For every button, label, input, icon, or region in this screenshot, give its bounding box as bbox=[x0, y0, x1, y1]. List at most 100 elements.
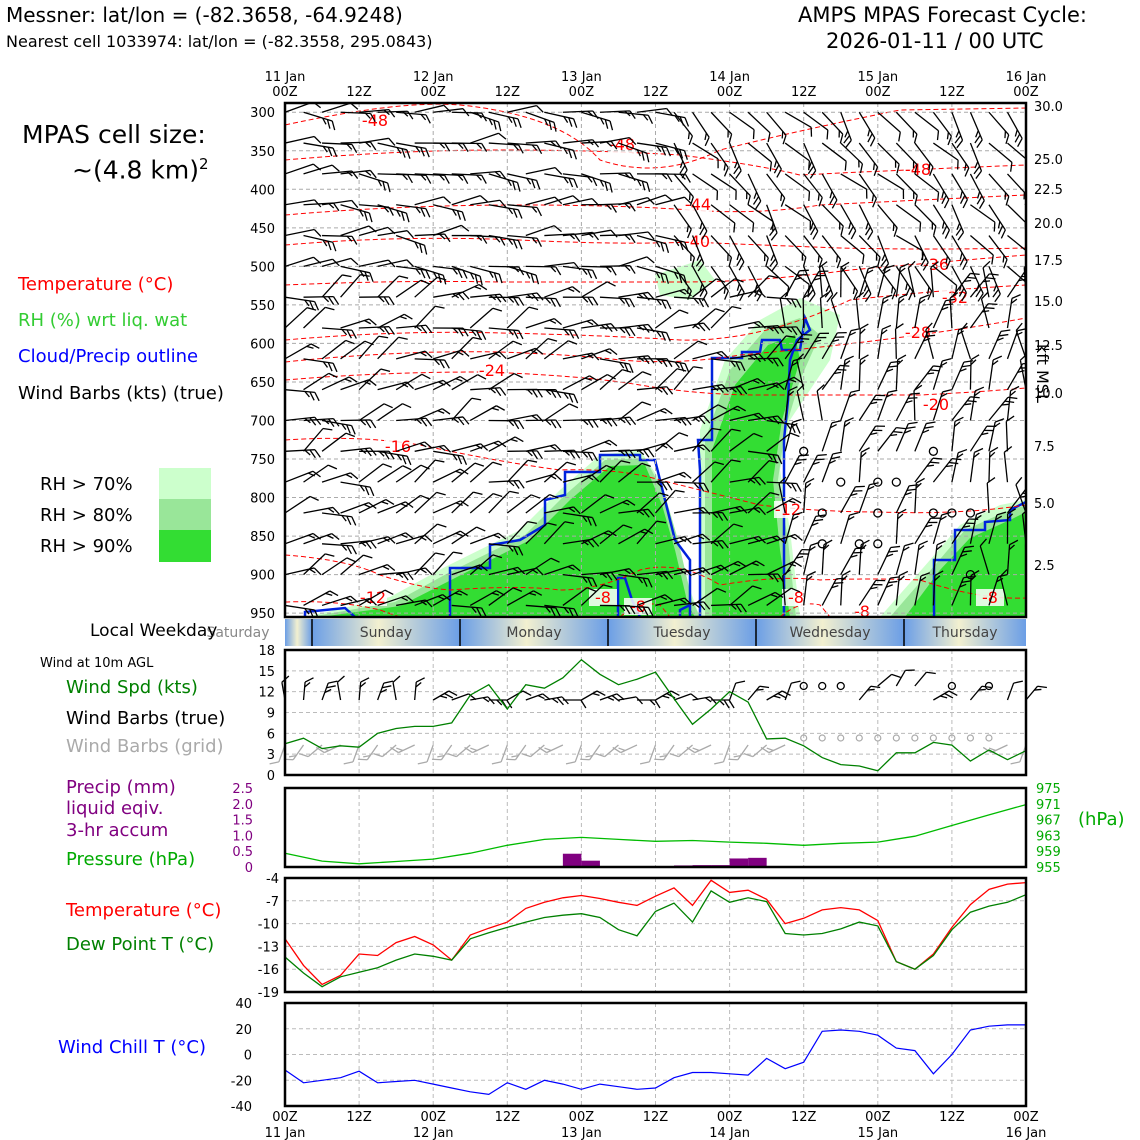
cs-wind-barb-220-flag-0 bbox=[533, 590, 543, 596]
cs-wind-barb-455-flag-0 bbox=[792, 497, 802, 504]
cs-wind-barb-132-flag-0 bbox=[436, 491, 446, 496]
cs-wind-barb-63 bbox=[340, 481, 375, 497]
cs-wind-barb-493-flag-1 bbox=[838, 130, 840, 138]
cs-wind-barb-342 bbox=[655, 173, 691, 183]
cs-wind-barb-513 bbox=[840, 204, 857, 240]
cs-wind-barb-109-flag-1 bbox=[420, 325, 428, 334]
cs-wind-barb-574 bbox=[895, 484, 919, 514]
cs-wind-barb-226-flag-1 bbox=[550, 266, 557, 273]
cs-wind-barb-531-flag-1 bbox=[875, 253, 878, 261]
cs-wind-barb-536-staff bbox=[858, 359, 861, 390]
cs-wind-barb-649-flag-1 bbox=[998, 225, 1004, 235]
cs-wind-barb-429 bbox=[747, 235, 769, 268]
cs-wind-barb-578-flag-0 bbox=[936, 130, 940, 141]
cs-wind-barb-199 bbox=[488, 479, 525, 489]
wind10-barb-11-flag-2 bbox=[496, 699, 503, 706]
cs-wind-barb-453 bbox=[766, 432, 800, 452]
cs-wind-barb-328 bbox=[636, 265, 670, 284]
cs-wind-barb-566 bbox=[895, 266, 914, 301]
cs-wind-barb-266-flag-2 bbox=[582, 451, 589, 458]
cs-wind-barb-140-staff bbox=[432, 224, 462, 237]
cs-wind-barb-661-staff bbox=[979, 545, 990, 575]
chill-series-0 bbox=[284, 1024, 1026, 1096]
cs-wind-barb-676-flag-1 bbox=[1022, 492, 1026, 495]
cs-wind-barb-101 bbox=[377, 595, 414, 607]
cs-wind-barb-392 bbox=[710, 142, 729, 177]
cs-wind-barb-343-staff bbox=[655, 196, 685, 206]
wind-grid-barb-5-staff bbox=[366, 744, 379, 761]
cs-wind-barb-127-flag-2 bbox=[434, 359, 440, 366]
cs-wind-barb-419-flag-0 bbox=[753, 432, 763, 438]
wind10-barb-24 bbox=[728, 680, 746, 701]
cs-wind-barb-123-flag-0 bbox=[444, 233, 451, 243]
cs-wind-barb-109-flag-2 bbox=[415, 325, 422, 332]
cs-wind-barb-168-flag-0 bbox=[479, 564, 488, 572]
cs-wind-barb-571-flag-1 bbox=[907, 397, 918, 400]
cs-wind-barb-411-staff bbox=[729, 204, 754, 224]
cs-wind-barb-141-flag-2 bbox=[452, 268, 458, 275]
cs-wind-barb-549 bbox=[877, 265, 897, 300]
cs-wind-barb-172-flag-0 bbox=[499, 170, 507, 180]
cs-wind-barb-537-flag-2 bbox=[870, 401, 878, 405]
cs-wind-barb-382-flag-0 bbox=[721, 351, 729, 359]
wind-panel-title: Wind at 10m AGL bbox=[40, 656, 154, 671]
cs-wind-barb-152-staff bbox=[432, 590, 460, 607]
cs-wind-barb-84-flag-0 bbox=[384, 589, 394, 596]
cs-wind-barb-125 bbox=[414, 276, 447, 298]
cs-wind-barb-30 bbox=[303, 506, 340, 515]
cs-wind-barb-32 bbox=[303, 553, 335, 576]
cs-wind-barb-604-flag-1 bbox=[940, 361, 948, 367]
cs-wind-barb-213-flag-1 bbox=[531, 389, 538, 398]
cs-wind-barb-297 bbox=[599, 358, 634, 373]
cs-wind-barb-289-flag-0 bbox=[629, 110, 636, 120]
cs-wind-barb-291-flag-0 bbox=[629, 172, 636, 182]
cs-wind-barb-588-flag-0 bbox=[913, 384, 923, 392]
cs-wind-barb-584-flag-0 bbox=[907, 260, 916, 269]
cs-wind-barb-75-staff bbox=[359, 326, 390, 329]
pressure-ytick-4: 971 bbox=[1036, 798, 1061, 813]
cs-wind-barb-251-staff bbox=[544, 506, 574, 514]
cs-wind-barb-104-flag-0 bbox=[425, 175, 432, 184]
cs-wind-barb-304-flag-0 bbox=[628, 568, 637, 576]
cs-wind-barb-632 bbox=[970, 204, 996, 232]
cs-wind-barb-510 bbox=[840, 112, 852, 149]
cs-wind-barb-565-staff bbox=[895, 234, 923, 252]
cs-wind-barb-4-flag-0 bbox=[313, 229, 322, 237]
cs-wind-barb-49 bbox=[321, 557, 356, 576]
cs-wind-barb-19 bbox=[303, 164, 340, 175]
cs-wind-barb-317-flag-1 bbox=[642, 449, 650, 458]
cs-wind-barb-477 bbox=[803, 142, 817, 179]
cs-wind-barb-374-flag-0 bbox=[704, 136, 710, 147]
cs-wind-barb-150 bbox=[432, 530, 469, 545]
cs-wind-barb-113 bbox=[395, 441, 433, 452]
wind-chill-label: Wind Chill T (°C) bbox=[58, 1037, 206, 1058]
cs-wind-barb-496-flag-0 bbox=[840, 225, 844, 236]
cs-wind-barb-251-flag-1 bbox=[568, 507, 576, 513]
cs-wind-barb-602-staff bbox=[932, 300, 947, 329]
precip-label-3: 3-hr accum bbox=[66, 820, 169, 841]
wind-grid-barb-21-staff bbox=[663, 744, 675, 761]
cs-wind-barb-357 bbox=[673, 111, 694, 146]
cs-wind-barb-579-flag-0 bbox=[929, 166, 934, 177]
cs-wind-barb-204 bbox=[507, 104, 544, 113]
cs-wind-barb-46-flag-1 bbox=[345, 473, 353, 479]
cs-wind-barb-442 bbox=[766, 111, 787, 145]
cs-wind-barb-654-flag-2 bbox=[996, 337, 1004, 342]
cs-wind-barb-276-flag-0 bbox=[610, 229, 618, 238]
cs-wind-barb-390-flag-0 bbox=[717, 587, 727, 593]
cs-wind-barb-141-flag-0 bbox=[462, 269, 468, 279]
weekday-label: Local Weekday bbox=[90, 621, 218, 641]
cs-wind-barb-123-flag-1 bbox=[439, 233, 446, 240]
cs-wind-barb-17 bbox=[303, 111, 336, 131]
cs-wind-barb-145 bbox=[432, 375, 469, 391]
wind-grid-barb-22-flag-0 bbox=[669, 753, 679, 758]
cs-wind-barb-84-staff bbox=[358, 589, 386, 606]
cs-wind-barb-139-flag-2 bbox=[452, 209, 457, 216]
cs-wind-barb-694-flag-0 bbox=[1022, 507, 1026, 515]
wind10-barb-8-flag-0 bbox=[448, 690, 458, 697]
cs-wind-barb-197 bbox=[488, 419, 525, 430]
cs-wind-barb-251-flag-0 bbox=[573, 506, 581, 515]
cs-wind-barb-279-flag-0 bbox=[610, 323, 618, 332]
cs-wind-barb-660 bbox=[988, 511, 1007, 544]
cs-wind-barb-142 bbox=[433, 291, 470, 301]
